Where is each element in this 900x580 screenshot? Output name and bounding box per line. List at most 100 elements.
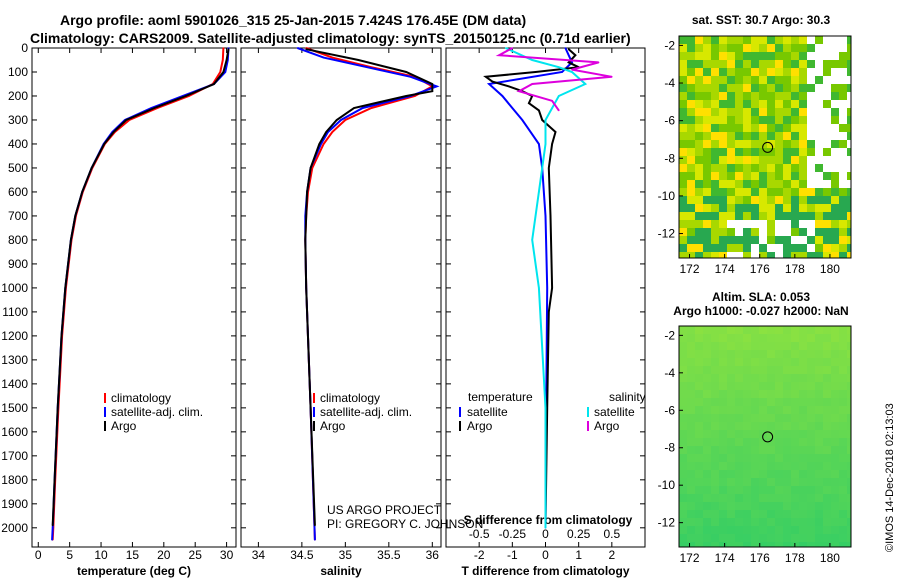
heatmap-cell — [799, 204, 807, 212]
heatmap-cell — [807, 52, 815, 60]
data-point — [74, 215, 77, 217]
heatmap-cell — [815, 108, 823, 116]
heatmap-cell — [831, 220, 839, 228]
heatmap-cell — [767, 486, 775, 494]
heatmap-cell — [831, 534, 839, 542]
y-tick-label: -8 — [664, 441, 675, 455]
heatmap-cell — [743, 148, 751, 156]
heatmap-cell — [823, 526, 831, 534]
heatmap-cell — [695, 44, 703, 52]
data-point — [340, 119, 342, 121]
heatmap-cell — [783, 350, 791, 358]
heatmap-cell — [759, 180, 767, 188]
heatmap-cell — [679, 220, 687, 228]
heatmap-cell — [839, 228, 847, 236]
heatmap-cell — [823, 92, 831, 100]
heatmap-cell — [791, 180, 799, 188]
data-point — [521, 119, 524, 121]
data-point — [222, 47, 225, 49]
heatmap-cell — [687, 116, 695, 124]
heatmap-cell — [703, 44, 711, 52]
heatmap-cell — [719, 180, 727, 188]
heatmap-cell — [791, 382, 799, 390]
heatmap-cell — [679, 44, 687, 52]
heatmap-cell — [775, 100, 783, 108]
heatmap-cell — [695, 446, 703, 454]
heatmap-cell — [775, 342, 783, 350]
x-axis-label: temperature (deg C) — [77, 564, 191, 578]
heatmap-cell — [759, 212, 767, 220]
heatmap-cell — [831, 68, 839, 76]
heatmap-cell — [791, 398, 799, 406]
heatmap-cell — [687, 518, 695, 526]
heatmap-cell — [799, 446, 807, 454]
heatmap-cell — [711, 52, 719, 60]
heatmap-cell — [799, 358, 807, 366]
heatmap-cell — [727, 398, 735, 406]
data-point — [53, 479, 56, 481]
heatmap-cell — [759, 60, 767, 68]
heatmap-cell — [719, 124, 727, 132]
heatmap-cells — [679, 326, 851, 547]
heatmap-cell — [719, 252, 727, 258]
heatmap-cell — [743, 116, 751, 124]
heatmap-cell — [679, 334, 687, 342]
heatmap-cell — [679, 60, 687, 68]
heatmap-cell — [767, 334, 775, 342]
heatmap-cell — [703, 60, 711, 68]
heatmap-cell — [727, 502, 735, 510]
heatmap-cell — [847, 164, 851, 172]
data-point — [222, 71, 225, 73]
heatmap-cell — [839, 148, 847, 156]
heatmap-cell — [839, 84, 847, 92]
heatmap-cell — [775, 204, 783, 212]
heatmap-cell — [839, 446, 847, 454]
heatmap-cell — [831, 342, 839, 350]
heatmap-cell — [703, 180, 711, 188]
heatmap-cell — [783, 526, 791, 534]
heatmap-cell — [767, 92, 775, 100]
heatmap-cell — [719, 422, 727, 430]
heatmap-cell — [807, 510, 815, 518]
heatmap-cell — [719, 212, 727, 220]
heatmap-cell — [743, 518, 751, 526]
heatmap-cell — [719, 68, 727, 76]
heatmap-cell — [767, 526, 775, 534]
heatmap-cell — [807, 422, 815, 430]
data-point — [225, 59, 228, 61]
heatmap-cell — [679, 326, 687, 334]
heatmap-cell — [719, 342, 727, 350]
heatmap-cell — [695, 212, 703, 220]
heatmap-cell — [719, 398, 727, 406]
x-tick-label: 0 — [542, 548, 549, 562]
heatmap-cell — [759, 156, 767, 164]
heatmap-cell — [751, 164, 759, 172]
heatmap-cell — [815, 526, 823, 534]
heatmap-cell — [775, 366, 783, 374]
heatmap-cell — [735, 406, 743, 414]
heatmap-cell — [711, 164, 719, 172]
heatmap-cell — [727, 196, 735, 204]
heatmap-cell — [799, 366, 807, 374]
heatmap-cell — [775, 156, 783, 164]
heatmap-cell — [767, 220, 775, 228]
heatmap-cell — [799, 180, 807, 188]
x-tick-label: 174 — [715, 551, 735, 565]
heatmap-cell — [815, 180, 823, 188]
heatmap-cell — [727, 478, 735, 486]
heatmap-cell — [751, 252, 759, 258]
heatmap-cell — [743, 462, 751, 470]
heatmap-cell — [839, 510, 847, 518]
y-tick-label: -12 — [658, 227, 676, 241]
heatmap-cell — [751, 478, 759, 486]
heatmap-cell — [743, 334, 751, 342]
heatmap-cell — [847, 454, 851, 462]
heatmap-cell — [823, 454, 831, 462]
heatmap-cell — [831, 414, 839, 422]
heatmap-cell — [839, 350, 847, 358]
heatmap-cell — [687, 196, 695, 204]
heatmap-cell — [767, 68, 775, 76]
x-tick-label: 172 — [680, 262, 700, 276]
heatmap-cell — [775, 68, 783, 76]
heatmap-cell — [799, 326, 807, 334]
